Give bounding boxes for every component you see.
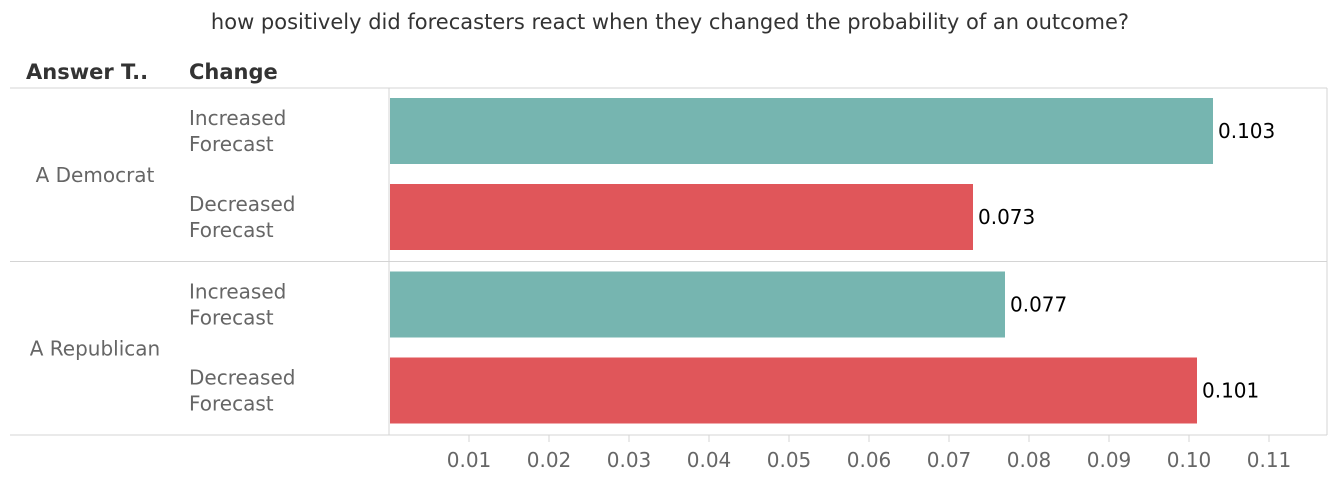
bar-category-label: Increased	[189, 106, 286, 130]
bars-layer	[390, 98, 1213, 424]
x-tick-label: 0.01	[447, 448, 492, 472]
group-label: A Democrat	[36, 163, 155, 187]
header-change: Change	[189, 60, 278, 84]
bar-category-label: Forecast	[189, 218, 274, 242]
bar-category-label: Forecast	[189, 132, 274, 156]
bar-category-label: Forecast	[189, 306, 274, 330]
x-tick-label: 0.02	[527, 448, 572, 472]
bar-category-label: Increased	[189, 280, 286, 304]
x-tick-label: 0.06	[847, 448, 892, 472]
x-tick-label: 0.11	[1247, 448, 1292, 472]
bar-category-label: Forecast	[189, 392, 274, 416]
data-label: 0.073	[978, 205, 1035, 229]
chart-title: how positively did forecasters react whe…	[211, 10, 1129, 34]
x-tick-label: 0.03	[607, 448, 652, 472]
chart-frame	[10, 87, 1328, 436]
bar	[390, 357, 1197, 424]
group-label: A Republican	[30, 336, 160, 360]
data-label: 0.103	[1218, 119, 1275, 143]
bar-category-label: Decreased	[189, 192, 295, 216]
bar	[390, 271, 1005, 338]
x-tick-label: 0.05	[767, 448, 812, 472]
data-label: 0.101	[1202, 379, 1259, 403]
header-answer-type: Answer T..	[26, 60, 148, 84]
x-tick-label: 0.10	[1167, 448, 1212, 472]
data-label: 0.077	[1010, 293, 1067, 317]
x-tick-label: 0.04	[687, 448, 732, 472]
bar	[390, 98, 1213, 164]
bar-category-label: Decreased	[189, 366, 295, 390]
x-tick-label: 0.09	[1087, 448, 1132, 472]
x-tick-label: 0.08	[1007, 448, 1052, 472]
bar	[390, 184, 973, 250]
x-axis-ticks: 0.01 0.02 0.03 0.04 0.05 0.06 0.07 0.08 0.09 0.10…	[447, 435, 1292, 472]
x-tick-label: 0.07	[927, 448, 972, 472]
labels-layer: A DemocratIncreasedForecast0.103Decrease…	[30, 106, 1275, 416]
